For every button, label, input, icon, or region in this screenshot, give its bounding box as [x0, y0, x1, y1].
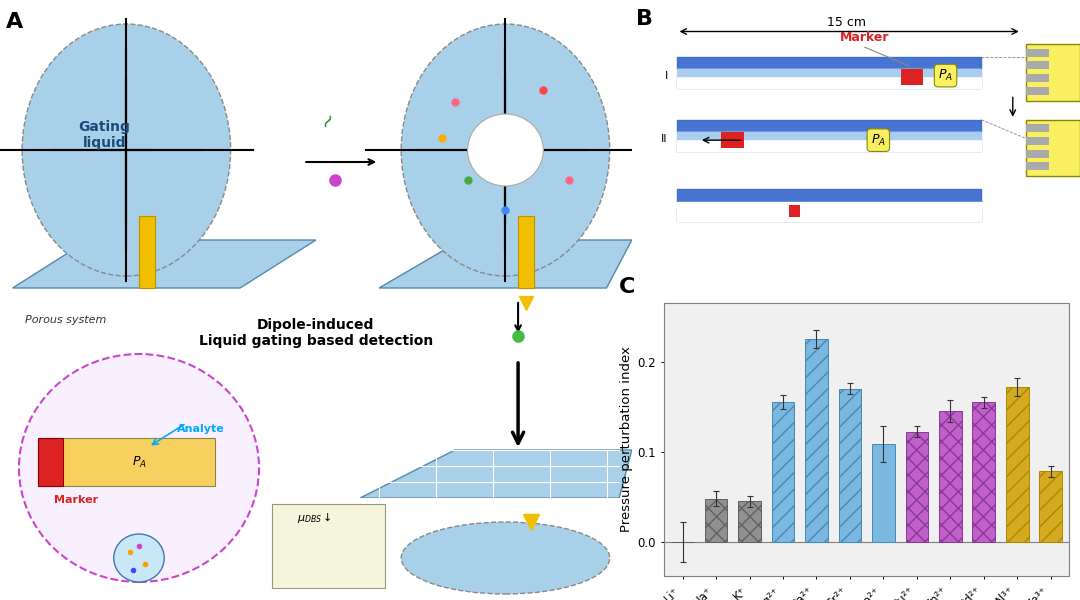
- Bar: [1026, 149, 1049, 157]
- Ellipse shape: [401, 24, 610, 276]
- Bar: [1026, 137, 1049, 145]
- Text: Porous system: Porous system: [25, 315, 107, 325]
- Bar: [1026, 61, 1049, 69]
- Bar: [1039, 472, 1062, 542]
- Text: $P_A$: $P_A$: [132, 454, 147, 470]
- Bar: [771, 402, 795, 542]
- Bar: [838, 389, 862, 542]
- Circle shape: [19, 354, 259, 582]
- Polygon shape: [379, 240, 632, 288]
- Bar: [721, 132, 744, 148]
- Text: $P_A$: $P_A$: [939, 68, 953, 83]
- Bar: [788, 205, 800, 217]
- Circle shape: [468, 114, 543, 186]
- Text: ~: ~: [316, 108, 341, 132]
- Bar: [705, 499, 728, 542]
- Bar: [1026, 49, 1049, 57]
- Bar: [38, 438, 215, 486]
- Text: I: I: [664, 71, 667, 80]
- Ellipse shape: [401, 522, 610, 594]
- Bar: [872, 445, 895, 542]
- Bar: [939, 411, 962, 542]
- Bar: [1026, 86, 1049, 94]
- Text: B: B: [636, 10, 653, 29]
- Text: Marker: Marker: [54, 495, 98, 505]
- Ellipse shape: [22, 24, 231, 276]
- Bar: [1026, 124, 1049, 132]
- Polygon shape: [13, 240, 315, 288]
- Text: $P_A$: $P_A$: [870, 133, 886, 148]
- Text: 15 cm: 15 cm: [827, 16, 866, 29]
- Text: Gating
liquid: Gating liquid: [79, 120, 131, 150]
- Text: Marker: Marker: [840, 31, 890, 44]
- Text: Dipole-induced
Liquid gating based detection: Dipole-induced Liquid gating based detec…: [199, 318, 433, 348]
- Bar: [901, 69, 923, 85]
- Bar: [518, 216, 534, 288]
- Text: A: A: [6, 12, 24, 32]
- Y-axis label: Pressure perturbation index: Pressure perturbation index: [620, 347, 633, 532]
- Text: C: C: [619, 277, 635, 297]
- Text: Analyte: Analyte: [177, 424, 225, 434]
- Bar: [738, 501, 761, 542]
- Bar: [1026, 162, 1049, 170]
- Bar: [38, 438, 63, 486]
- Bar: [905, 432, 929, 542]
- Bar: [1005, 387, 1029, 542]
- Text: II: II: [661, 134, 667, 143]
- Circle shape: [113, 534, 164, 582]
- Bar: [139, 216, 154, 288]
- Bar: [1026, 74, 1049, 82]
- Bar: [805, 339, 828, 542]
- Polygon shape: [360, 450, 632, 498]
- Bar: [972, 402, 996, 542]
- Text: $\mu_{DBS}\downarrow$: $\mu_{DBS}\downarrow$: [297, 510, 332, 525]
